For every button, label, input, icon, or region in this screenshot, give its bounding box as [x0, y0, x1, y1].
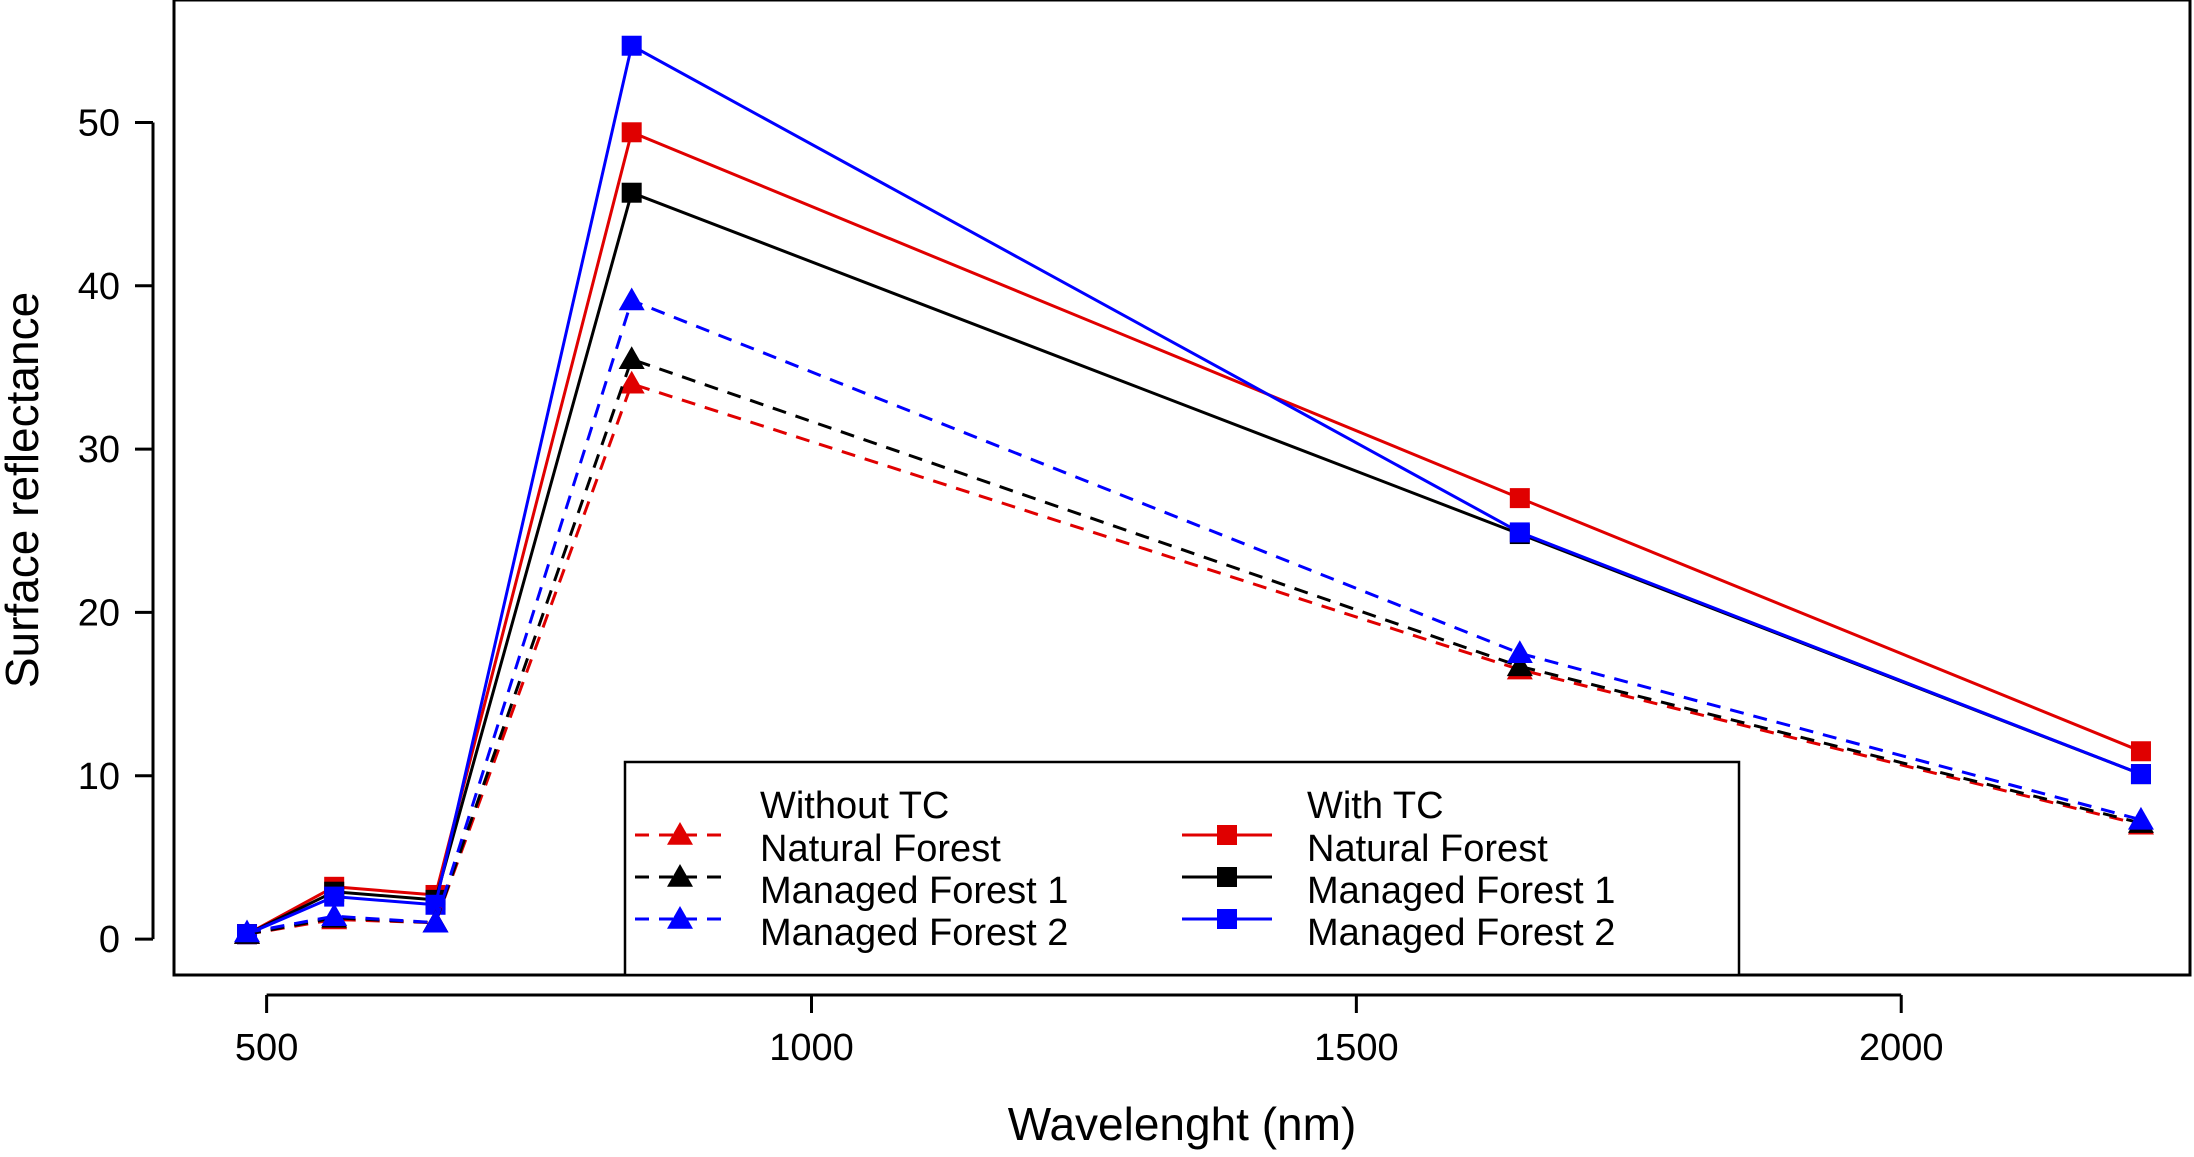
data-point [1509, 488, 1530, 509]
x-tick-label: 1000 [769, 1027, 854, 1069]
data-point [2127, 806, 2154, 830]
data-point [2130, 764, 2151, 785]
legend-entry: Managed Forest 1 [635, 864, 1068, 912]
x-tick-label: 500 [235, 1027, 298, 1069]
data-point [621, 182, 642, 203]
legend-marker [1217, 909, 1237, 929]
x-tick-label: 2000 [1859, 1027, 1944, 1069]
series-line-with-tc-natural-forest [246, 130, 2142, 936]
data-point [324, 886, 345, 907]
x-tick-label: 1500 [1314, 1027, 1399, 1069]
data-point [2130, 741, 2151, 762]
legend-marker [1217, 867, 1237, 887]
y-tick-label: 50 [78, 102, 120, 144]
legend-label: Managed Forest 2 [1307, 912, 1615, 954]
y-axis: 0 10 20 30 40 50 [78, 102, 155, 961]
data-point [1509, 522, 1530, 543]
y-tick-label: 0 [99, 919, 120, 961]
legend-group-with-tc: With TC [1307, 785, 1444, 827]
y-tick-label: 20 [78, 592, 120, 634]
legend-entry: Natural Forest [1182, 825, 1548, 870]
legend-label: Managed Forest 1 [1307, 870, 1615, 912]
y-tick-label: 40 [78, 266, 120, 308]
data-point [1506, 653, 1533, 677]
x-axis-title: Wavelenght (nm) [1008, 1098, 1357, 1150]
data-point [621, 35, 642, 56]
data-point [234, 919, 261, 943]
legend-box [623, 760, 1741, 977]
x-axis: 500 1000 1500 2000 [235, 993, 1944, 1069]
legend-entry: Managed Forest 1 [1182, 867, 1615, 912]
data-point [422, 909, 449, 933]
legend-entry: Managed Forest 2 [1182, 909, 1615, 954]
legend-label: Natural Forest [1307, 828, 1548, 870]
data-point [321, 903, 348, 926]
legend-marker [1217, 825, 1237, 845]
y-tick-label: 10 [78, 756, 120, 798]
legend-group-without-tc: Without TC [760, 785, 949, 827]
series-without-tc-managed-forest-2 [234, 287, 2154, 943]
legend-label: Managed Forest 1 [760, 870, 1068, 912]
series-line-with-tc-managed-forest-2 [246, 44, 2142, 936]
legend-entry: Natural Forest [635, 822, 1001, 870]
legend-marker [667, 864, 693, 887]
series-line-without-tc-managed-forest-2 [246, 299, 2142, 934]
data-point [618, 346, 645, 370]
series-layer [234, 35, 2154, 945]
data-point [621, 122, 642, 143]
y-axis-title: Surface reflectance [0, 292, 48, 688]
legend-label: Managed Forest 2 [760, 912, 1068, 954]
legend-label: Natural Forest [760, 828, 1001, 870]
legend-marker [667, 906, 693, 929]
data-point [618, 370, 645, 394]
series-line-without-tc-managed-forest-1 [246, 357, 2142, 936]
data-point [1506, 640, 1533, 664]
data-point [618, 287, 645, 311]
legend-marker [667, 822, 693, 845]
legend-entry: Managed Forest 2 [635, 906, 1068, 954]
y-tick-label: 30 [78, 429, 120, 471]
legend: Without TC With TC Natural ForestManaged… [623, 760, 1741, 977]
